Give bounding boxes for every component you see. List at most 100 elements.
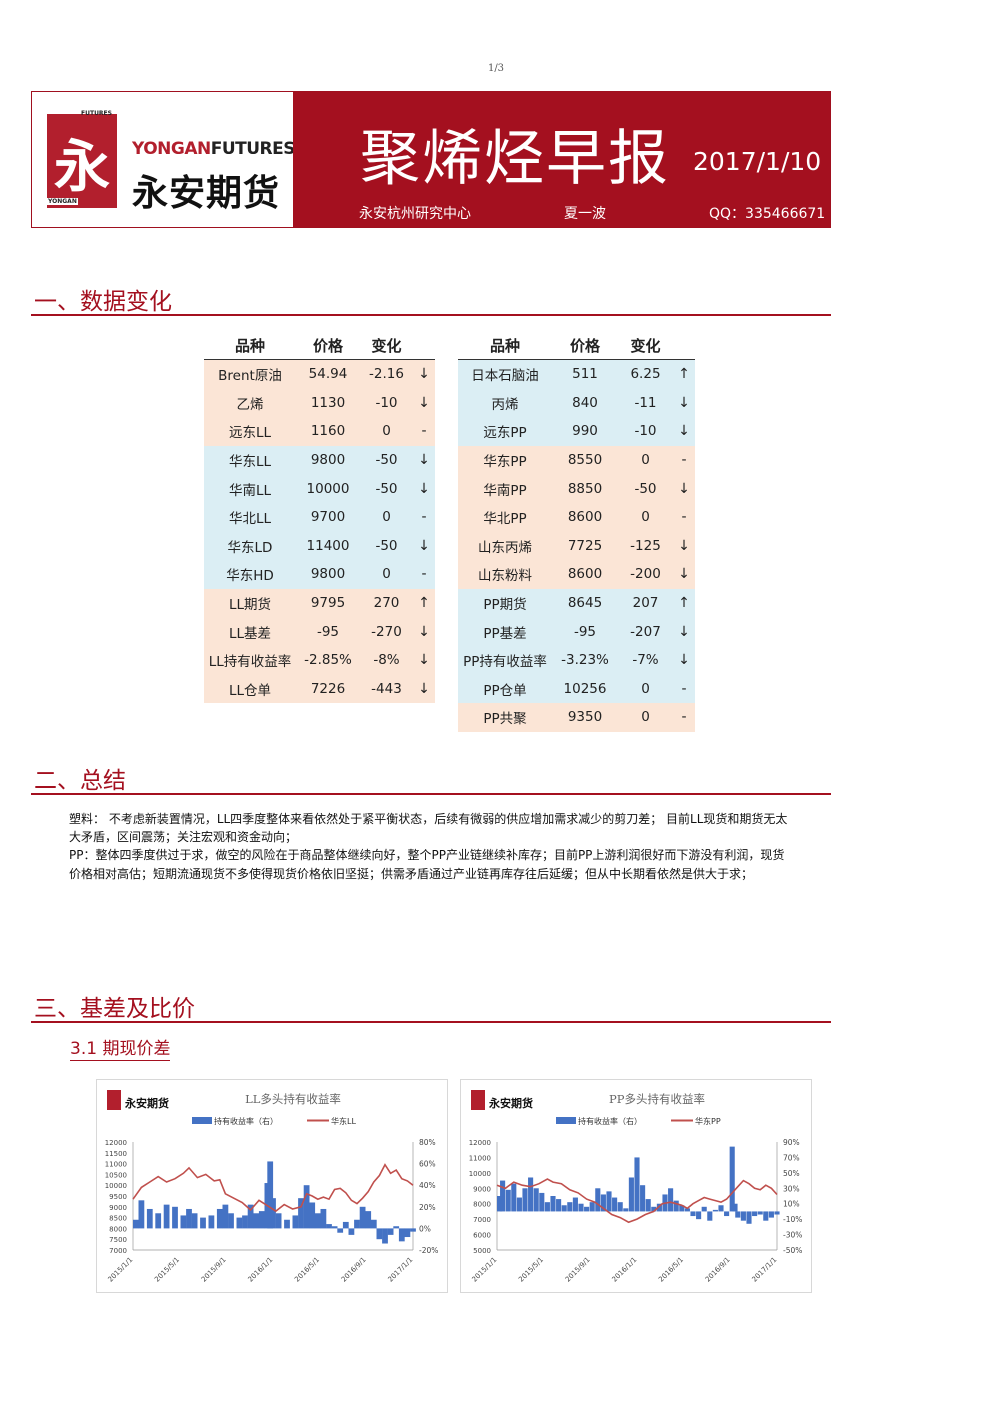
cell-price: 990: [572, 423, 598, 440]
bar-mark: [679, 1205, 685, 1212]
bar-mark: [634, 1157, 640, 1212]
cell-name: PP共聚: [483, 711, 527, 728]
cell-arrow: -: [681, 509, 687, 526]
bar-mark: [228, 1213, 234, 1229]
section-title: 三、基差及比价: [34, 996, 195, 1022]
table-row: Brent原油 54.94 -2.16 ↓: [204, 359, 435, 389]
bar-mark: [236, 1217, 243, 1229]
y-right-tick-label: 30%: [783, 1184, 800, 1193]
cell-change: 0: [382, 566, 391, 583]
bar-mark: [539, 1192, 545, 1212]
bar-mark: [326, 1224, 332, 1229]
cell-name: 山东丙烯: [478, 539, 532, 556]
contact-qq: QQ：335466671: [709, 206, 826, 222]
bar-mark: [511, 1183, 517, 1212]
cell-name: 华东LD: [227, 539, 273, 556]
col-header-price: 价格: [296, 332, 360, 360]
x-tick-label: 2016/5/1: [293, 1256, 321, 1284]
cell-price: 8550: [567, 452, 603, 469]
bar-mark: [382, 1228, 388, 1244]
legend-label: 华东LL: [331, 1116, 356, 1126]
right-price-table: 品种 价格 变化 日本石脑油 511 6.25 ↑ 丙烯 840 -11 ↓ 远东PP 990 -1…: [458, 332, 695, 732]
y-left-tick-label: 7500: [109, 1236, 127, 1244]
cell-name: LL期货: [228, 597, 272, 614]
y-left-tick-label: 11000: [105, 1161, 127, 1169]
chart-logo-icon: [107, 1090, 121, 1110]
bar-mark: [612, 1197, 618, 1212]
x-tick-label: 2016/9/1: [340, 1256, 368, 1284]
cell-price: 9795: [310, 595, 346, 612]
y-left-tick-label: 11500: [105, 1150, 127, 1158]
legend-label: 持有收益率（右）: [578, 1116, 642, 1126]
cell-price: -2.85%: [304, 652, 352, 669]
bar-mark: [589, 1202, 595, 1212]
cell-arrow: ↓: [678, 652, 690, 669]
y-right-tick-label: 60%: [419, 1160, 436, 1169]
bar-mark: [253, 1213, 260, 1229]
bar-mark: [712, 1209, 718, 1212]
bar-mark: [365, 1211, 372, 1229]
chart-title: LL多头持有收益率: [245, 1092, 341, 1106]
bar-mark: [155, 1213, 162, 1229]
bar-mark: [645, 1199, 651, 1212]
table-row: LL持有收益率 -2.85% -8% ↓: [204, 645, 435, 675]
section-title: 二、总结: [34, 768, 126, 794]
logo-chinese: 永安期货: [132, 173, 281, 214]
bar-mark: [617, 1202, 623, 1212]
bar-mark: [270, 1198, 276, 1229]
table-row: LL基差 -95 -270 ↓: [204, 617, 435, 646]
y-left-tick-label: 11000: [469, 1154, 491, 1162]
chart-logo-icon: [471, 1090, 485, 1110]
cell-price: 7725: [567, 537, 603, 554]
cell-price: -95: [316, 623, 340, 640]
summary-text: 塑料： 不考虑新装置情况，LL四季度整体来看依然处于紧平衡状态，后续有微弱的供应…: [69, 810, 789, 883]
cell-name: 华东LL: [228, 454, 272, 471]
bar-mark: [774, 1211, 780, 1215]
series-line: [496, 1178, 778, 1224]
cell-arrow: -: [681, 680, 687, 697]
bar-mark: [690, 1211, 696, 1217]
bar-mark: [567, 1202, 573, 1212]
bar-mark: [186, 1208, 192, 1229]
cell-arrow: ↓: [678, 480, 690, 497]
logo-glyph: 永: [54, 134, 110, 200]
bar-mark: [275, 1213, 282, 1229]
cell-change: -10: [375, 394, 398, 411]
cell-arrow: ↓: [678, 566, 690, 583]
summary-pp: PP：整体四季度供过于求，做空的风险在于商品整体继续向好，整个PP产业链继续补库…: [69, 848, 785, 881]
bar-mark: [556, 1199, 562, 1212]
chart-pp-carry: 永安期货 PP多头持有收益率 持有收益率（右） 华东PP 12000 11000 10000…: [460, 1079, 812, 1293]
y-left-tick-label: 9000: [109, 1204, 127, 1212]
y-right-tick-label: 50%: [783, 1169, 800, 1178]
cell-arrow: ↑: [678, 366, 690, 383]
cell-change: -7%: [632, 652, 659, 669]
table-row: PP仓单 10256 0 -: [458, 674, 695, 704]
cell-arrow: ↓: [678, 537, 690, 554]
cell-change: 0: [382, 509, 391, 526]
x-tick-label: 2017/1/1: [387, 1256, 415, 1284]
cell-price: 9800: [310, 566, 346, 583]
cell-change: -125: [630, 537, 661, 554]
cell-arrow: ↑: [678, 595, 690, 612]
bar-mark: [376, 1228, 383, 1240]
cell-price: 10000: [306, 480, 350, 497]
bar-mark: [500, 1180, 506, 1212]
cell-price: 8600: [567, 509, 603, 526]
bar-mark: [354, 1219, 360, 1229]
cell-name: 远东LL: [228, 425, 272, 442]
cell-name: PP期货: [483, 597, 527, 614]
cell-change: -207: [630, 623, 661, 640]
bar-mark: [410, 1228, 416, 1232]
y-left-tick-label: 10000: [469, 1170, 491, 1178]
cell-arrow: -: [681, 452, 687, 469]
y-left-tick-label: 12000: [105, 1139, 127, 1147]
bar-mark: [701, 1206, 707, 1212]
cell-arrow: ↓: [418, 394, 430, 411]
x-tick-label: 2015/9/1: [200, 1256, 228, 1284]
table-row: PP持有收益率 -3.23% -7% ↓: [458, 645, 695, 675]
bar-mark: [768, 1211, 774, 1218]
cell-change: 0: [641, 452, 650, 469]
cell-change: -50: [634, 480, 657, 497]
cell-change: -8%: [373, 652, 400, 669]
